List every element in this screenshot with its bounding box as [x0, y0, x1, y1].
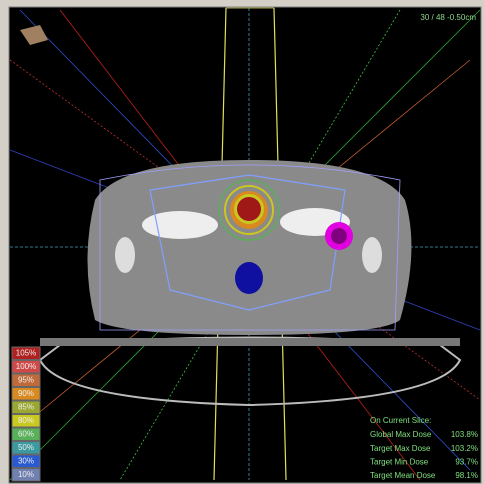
- legend-swatch: [11, 414, 41, 428]
- legend-swatch: [11, 400, 41, 414]
- legend-label: 100%: [16, 362, 36, 371]
- legend-label: 105%: [16, 349, 36, 358]
- stat-label: Target Max Dose: [370, 444, 431, 453]
- legend-swatch: [11, 373, 41, 387]
- legend-label: 60%: [18, 430, 34, 439]
- isodose-legend: 105% 100% 95% 90% 85% 80% 60% 50% 30% 10%: [11, 346, 41, 482]
- ct-anatomy: [20, 25, 462, 407]
- stat-value: 103.8%: [451, 430, 478, 439]
- stat-label: Target Min Dose: [370, 458, 429, 467]
- stat-value: 93.7%: [455, 458, 478, 467]
- legend-swatch: [11, 441, 41, 455]
- legend-label: 80%: [18, 416, 34, 425]
- stat-label: Target Mean Dose: [370, 471, 436, 480]
- legend-swatch: [11, 427, 41, 441]
- legend-label: 10%: [18, 470, 34, 479]
- dose-stats: On Current Slice: Global Max Dose 103.8% T…: [370, 416, 478, 480]
- legend-label: 90%: [18, 389, 34, 398]
- stat-label: Global Max Dose: [370, 430, 432, 439]
- legend-swatch: [11, 346, 41, 360]
- legend-swatch: [11, 468, 41, 482]
- stat-value: 98.1%: [455, 471, 478, 480]
- legend-label: 50%: [18, 443, 34, 452]
- legend-label: 30%: [18, 457, 34, 466]
- legend-label: 95%: [18, 376, 34, 385]
- stat-value: 103.2%: [451, 444, 478, 453]
- slice-label: 30 / 48 -0.50cm: [420, 13, 476, 22]
- stats-heading: On Current Slice:: [370, 416, 431, 425]
- legend-swatch: [11, 360, 41, 374]
- legend-swatch: [11, 454, 41, 468]
- legend-swatch: [11, 387, 41, 401]
- legend-label: 85%: [18, 403, 34, 412]
